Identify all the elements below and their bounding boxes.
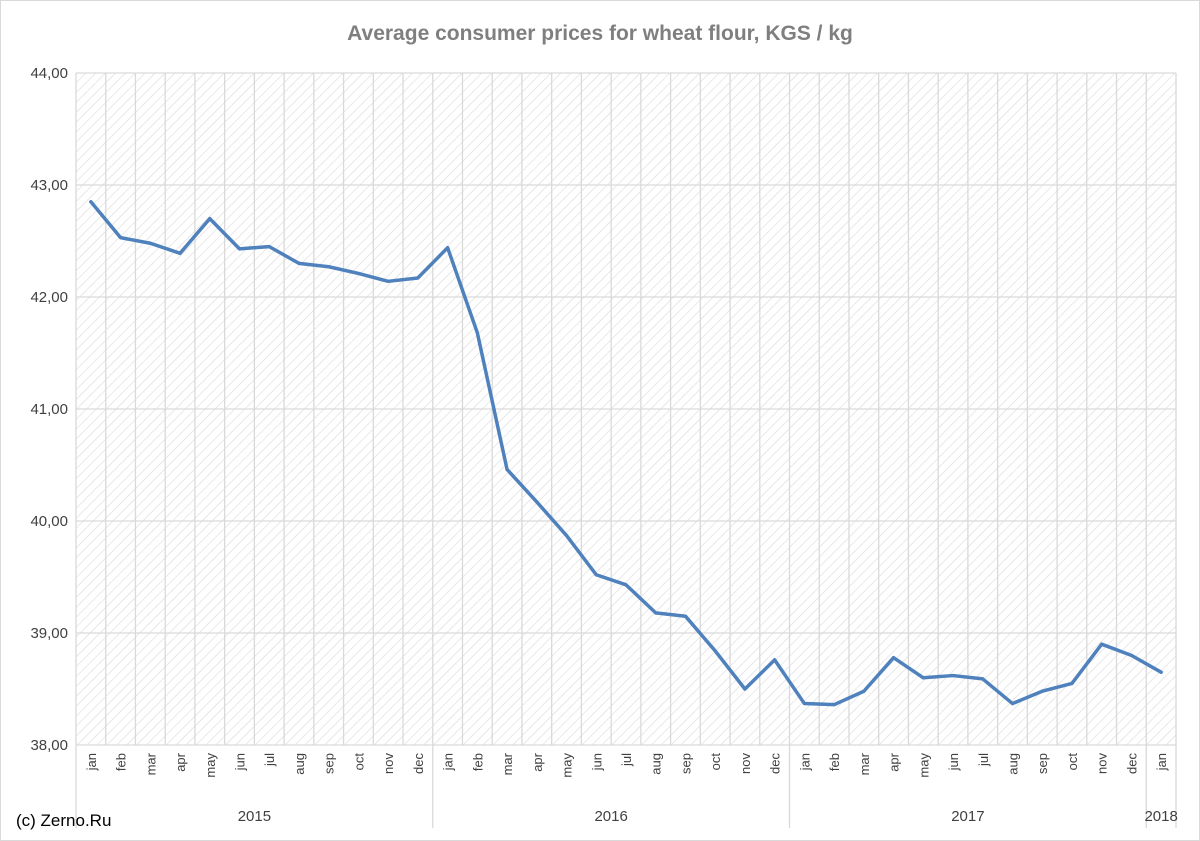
data-point xyxy=(713,649,717,653)
x-tick-label: jan xyxy=(441,753,456,771)
x-tick-label: oct xyxy=(708,753,723,771)
data-point xyxy=(327,265,331,269)
x-tick-label: aug xyxy=(292,753,307,775)
data-point xyxy=(1159,670,1163,674)
x-tick-label: jan xyxy=(1154,753,1169,771)
data-point xyxy=(356,271,361,276)
x-tick-label: apr xyxy=(173,752,188,771)
y-tick-label: 43,00 xyxy=(30,177,68,194)
credit-label: (c) Zerno.Ru xyxy=(16,811,111,830)
x-tick-label: jun xyxy=(946,753,961,771)
x-tick-label: mar xyxy=(500,752,515,775)
data-point xyxy=(1129,653,1134,658)
data-point xyxy=(802,701,806,706)
year-label: 2018 xyxy=(1144,808,1177,825)
data-point xyxy=(564,533,569,538)
x-tick-label: mar xyxy=(143,752,158,775)
data-point xyxy=(891,656,896,660)
x-tick-label: oct xyxy=(1065,753,1080,771)
data-point xyxy=(981,677,985,681)
data-point xyxy=(416,276,420,280)
data-point xyxy=(148,241,152,245)
x-tick-label: may xyxy=(916,753,931,778)
y-tick-label: 40,00 xyxy=(30,513,68,530)
y-tick-label: 39,00 xyxy=(30,625,68,642)
x-tick-label: sep xyxy=(322,753,337,774)
x-tick-label: oct xyxy=(351,753,366,771)
x-tick-label: aug xyxy=(1005,753,1020,775)
data-point xyxy=(832,703,836,707)
x-tick-label: mar xyxy=(857,752,872,775)
x-tick-label: nov xyxy=(1095,753,1110,774)
year-label: 2016 xyxy=(594,808,627,825)
data-point xyxy=(951,673,955,678)
data-point xyxy=(1010,701,1015,706)
data-point xyxy=(1070,681,1074,686)
data-point xyxy=(594,573,598,577)
data-point xyxy=(208,217,212,221)
data-point xyxy=(297,261,301,265)
x-tick-label: jun xyxy=(589,753,604,771)
x-tick-label: jul xyxy=(619,753,634,767)
x-tick-label: jun xyxy=(233,753,248,771)
x-tick-label: sep xyxy=(1035,753,1050,774)
data-point xyxy=(773,658,777,662)
data-point xyxy=(267,245,271,249)
x-tick-label: feb xyxy=(827,753,842,771)
y-tick-label: 44,00 xyxy=(30,65,68,82)
x-tick-label: jan xyxy=(84,753,99,771)
year-label: 2015 xyxy=(238,808,271,825)
x-tick-label: apr xyxy=(530,752,545,771)
data-point xyxy=(743,687,747,691)
data-point xyxy=(237,247,242,251)
chart-title: Average consumer prices for wheat flour,… xyxy=(347,22,853,45)
y-tick-label: 41,00 xyxy=(30,401,68,418)
x-tick-label: dec xyxy=(1124,753,1139,774)
x-tick-label: jul xyxy=(262,753,277,767)
x-tick-label: jul xyxy=(976,753,991,767)
x-tick-label: may xyxy=(560,753,575,778)
x-tick-label: aug xyxy=(649,753,664,775)
x-tick-label: dec xyxy=(768,753,783,774)
data-point xyxy=(89,200,93,204)
x-tick-label: feb xyxy=(114,753,129,771)
data-point xyxy=(683,614,688,618)
data-point xyxy=(1100,642,1104,646)
x-tick-label: nov xyxy=(738,753,753,774)
x-tick-label: may xyxy=(203,753,218,778)
x-tick-label: jan xyxy=(797,753,812,771)
data-point xyxy=(178,251,182,255)
x-tick-label: sep xyxy=(678,753,693,774)
y-tick-label: 38,00 xyxy=(30,737,68,754)
data-point xyxy=(475,331,479,335)
data-point xyxy=(386,279,390,283)
data-point xyxy=(624,583,628,587)
data-point xyxy=(535,500,539,504)
data-point xyxy=(118,236,123,240)
data-point xyxy=(862,689,866,693)
y-tick-label: 42,00 xyxy=(30,289,68,306)
data-point xyxy=(654,611,658,615)
data-point xyxy=(921,676,925,680)
x-tick-label: nov xyxy=(381,753,396,774)
data-point xyxy=(1040,689,1044,693)
year-label: 2017 xyxy=(951,808,984,825)
x-tick-label: feb xyxy=(470,753,485,771)
data-point xyxy=(446,246,450,250)
x-tick-label: apr xyxy=(887,752,902,771)
data-point xyxy=(505,467,509,472)
x-tick-label: dec xyxy=(411,753,426,774)
